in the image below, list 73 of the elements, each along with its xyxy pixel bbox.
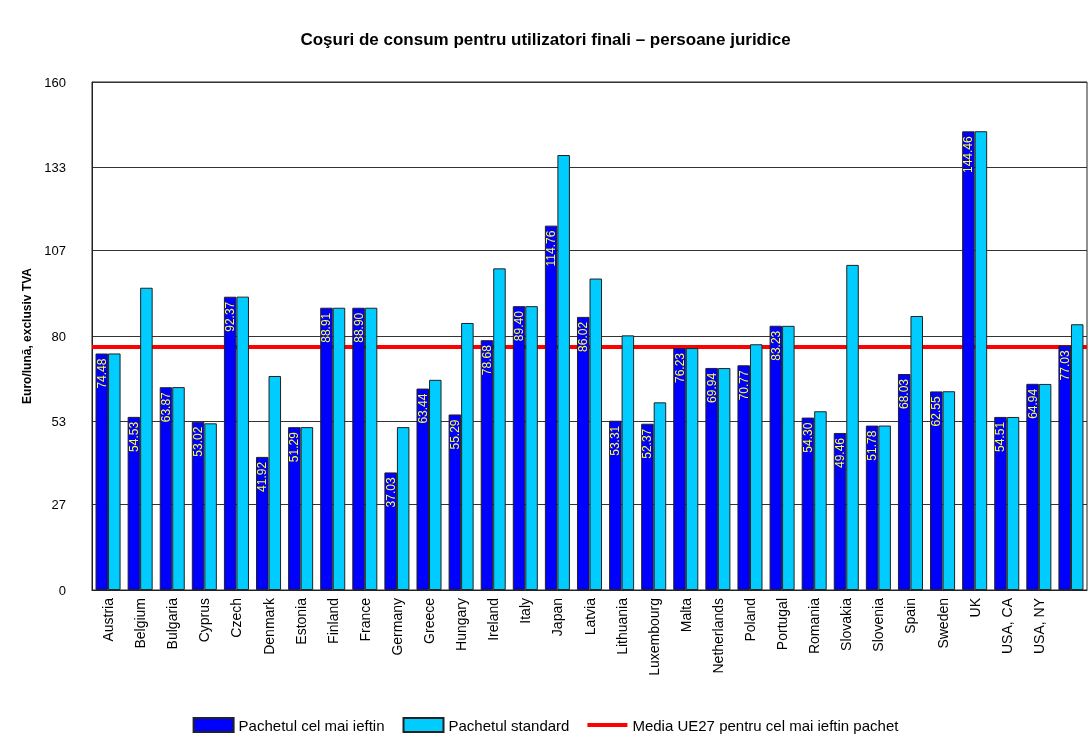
x-tick-label: Cyprus	[196, 598, 213, 643]
data-label: 53.31	[608, 425, 623, 456]
y-tick-label: 0	[58, 582, 66, 598]
data-label: 54.30	[800, 422, 815, 453]
legend-label: Media UE27 pentru cel mai ieftin pachet	[632, 716, 900, 734]
x-tick-label: Japan	[549, 598, 566, 637]
data-label: 114.76	[544, 230, 559, 267]
x-tick-label: Ireland	[485, 598, 502, 641]
data-label: 89.40	[512, 310, 527, 342]
y-tick-label: 160	[44, 74, 66, 90]
x-tick-label: Spain	[902, 598, 919, 634]
y-tick-label: 27	[51, 496, 66, 512]
y-axis-title: Euro/lună, exclusiv TVA	[20, 267, 35, 404]
data-label: 51.78	[865, 430, 880, 461]
data-label: 51.29	[287, 431, 302, 463]
data-label: 63.87	[158, 391, 173, 423]
x-tick-label: USA, NY	[1030, 597, 1047, 655]
data-label: 41.92	[255, 461, 270, 492]
x-tick-label: USA, CA	[998, 597, 1015, 655]
data-label: 92.37	[223, 301, 238, 332]
data-label: 68.03	[897, 378, 912, 410]
x-tick-label: France	[356, 597, 373, 642]
data-label: 64.94	[1025, 388, 1040, 419]
x-tick-label: Finland	[324, 598, 341, 644]
data-label: 74.48	[94, 358, 109, 389]
legend-label: Pachetul standard	[448, 716, 570, 734]
data-label: 88.91	[319, 312, 334, 343]
data-label: 37.03	[383, 477, 398, 508]
x-tick-label: Sweden	[934, 598, 951, 649]
x-tick-label: Italy	[517, 598, 534, 624]
data-label: 83.23	[768, 330, 783, 361]
data-label: 69.94	[704, 372, 719, 403]
legend-label: Pachetul cel mai ieftin	[238, 716, 385, 734]
x-tick-label: Poland	[741, 598, 758, 642]
x-tick-label: Luxembourg	[645, 598, 662, 676]
data-label: 49.46	[833, 437, 848, 468]
x-tick-label: Slovenia	[870, 597, 887, 652]
data-label: 63.44	[415, 393, 430, 424]
data-label: 54.51	[993, 421, 1008, 452]
x-tick-label: Lithuania	[613, 597, 630, 655]
x-tick-label: UK	[966, 597, 983, 618]
x-tick-label: Denmark	[260, 597, 277, 655]
y-tick-label: 53	[51, 414, 66, 430]
x-tick-label: Belgium	[132, 598, 149, 649]
data-label: 70.77	[736, 369, 751, 401]
data-label: 88.90	[351, 312, 366, 343]
data-label: 52.37	[640, 428, 655, 459]
data-label: 53.02	[191, 426, 206, 457]
x-tick-label: Germany	[388, 598, 405, 656]
x-tick-label: Estonia	[292, 597, 309, 645]
chart-title: Coşuri de consum pentru utilizatori finali – persoane juridice	[300, 30, 791, 49]
x-tick-label: Austria	[100, 597, 117, 642]
data-label: 62.55	[929, 396, 944, 427]
data-label: 144.46	[961, 136, 976, 174]
y-tick-label: 107	[44, 242, 66, 258]
x-tick-label: Czech	[228, 598, 245, 638]
data-label: 54.53	[126, 421, 141, 452]
data-label: 55.29	[447, 419, 462, 450]
y-tick-label: 80	[51, 328, 66, 344]
data-label: 86.02	[576, 321, 591, 352]
x-tick-label: Bulgaria	[164, 597, 181, 650]
x-tick-label: Latvia	[581, 597, 598, 636]
x-tick-label: Malta	[677, 597, 694, 633]
x-tick-label: Greece	[421, 597, 438, 644]
x-tick-label: Portugal	[774, 598, 791, 651]
x-tick-label: Slovakia	[838, 597, 855, 651]
data-label: 78.68	[479, 344, 494, 376]
x-tick-label: Netherlands	[709, 598, 726, 674]
y-tick-label: 133	[44, 160, 66, 176]
data-label: 77.03	[1057, 350, 1072, 381]
x-tick-label: Romania	[806, 597, 823, 655]
data-label: 76.23	[672, 352, 687, 383]
x-tick-label: Hungary	[453, 598, 470, 651]
